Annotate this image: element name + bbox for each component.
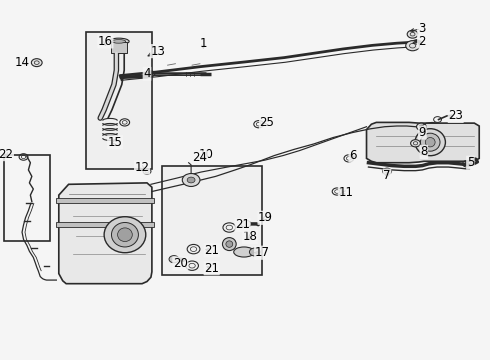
Text: 19: 19: [258, 211, 273, 224]
Text: 9: 9: [418, 126, 426, 139]
Text: 18: 18: [243, 230, 257, 243]
Text: 2: 2: [417, 35, 425, 48]
Ellipse shape: [112, 222, 138, 247]
Text: 21: 21: [204, 262, 219, 275]
Circle shape: [416, 123, 426, 130]
Polygon shape: [367, 122, 479, 163]
Bar: [56, 198, 154, 203]
Text: 25: 25: [260, 116, 274, 129]
Ellipse shape: [420, 133, 440, 151]
Ellipse shape: [222, 238, 236, 251]
Text: 11: 11: [339, 186, 353, 199]
Text: 14: 14: [15, 57, 29, 69]
Text: 10: 10: [198, 148, 213, 161]
Text: 16: 16: [98, 35, 113, 48]
Circle shape: [241, 220, 251, 228]
Ellipse shape: [112, 40, 125, 43]
Text: 24: 24: [193, 151, 207, 164]
Circle shape: [187, 177, 195, 183]
Circle shape: [406, 41, 419, 51]
Ellipse shape: [104, 217, 146, 253]
Circle shape: [407, 30, 418, 38]
Text: 12: 12: [135, 161, 149, 174]
Ellipse shape: [118, 228, 132, 242]
Circle shape: [31, 59, 42, 67]
Circle shape: [169, 256, 179, 263]
Bar: [111, 42, 126, 53]
Ellipse shape: [415, 129, 445, 156]
Text: 21: 21: [204, 244, 219, 257]
Bar: [86, 32, 152, 169]
Text: 21: 21: [235, 219, 250, 231]
Bar: [162, 166, 262, 275]
Text: 1: 1: [199, 37, 207, 50]
Text: 22: 22: [0, 148, 13, 161]
Ellipse shape: [425, 138, 435, 147]
Circle shape: [182, 174, 200, 186]
Text: 5: 5: [466, 156, 474, 169]
Text: 15: 15: [108, 136, 122, 149]
Circle shape: [411, 140, 420, 147]
Text: 7: 7: [383, 169, 391, 182]
Ellipse shape: [226, 241, 233, 247]
Polygon shape: [59, 183, 152, 284]
Ellipse shape: [109, 38, 129, 45]
Text: 8: 8: [420, 145, 428, 158]
Bar: [4, 155, 50, 241]
Text: 23: 23: [448, 109, 463, 122]
Text: 4: 4: [143, 67, 151, 80]
Text: 20: 20: [173, 257, 188, 270]
Text: 17: 17: [255, 246, 270, 259]
Text: 6: 6: [349, 149, 357, 162]
Text: 3: 3: [417, 22, 425, 35]
Ellipse shape: [234, 247, 254, 257]
Text: 13: 13: [150, 45, 165, 58]
Ellipse shape: [249, 248, 260, 256]
Bar: [56, 222, 154, 227]
